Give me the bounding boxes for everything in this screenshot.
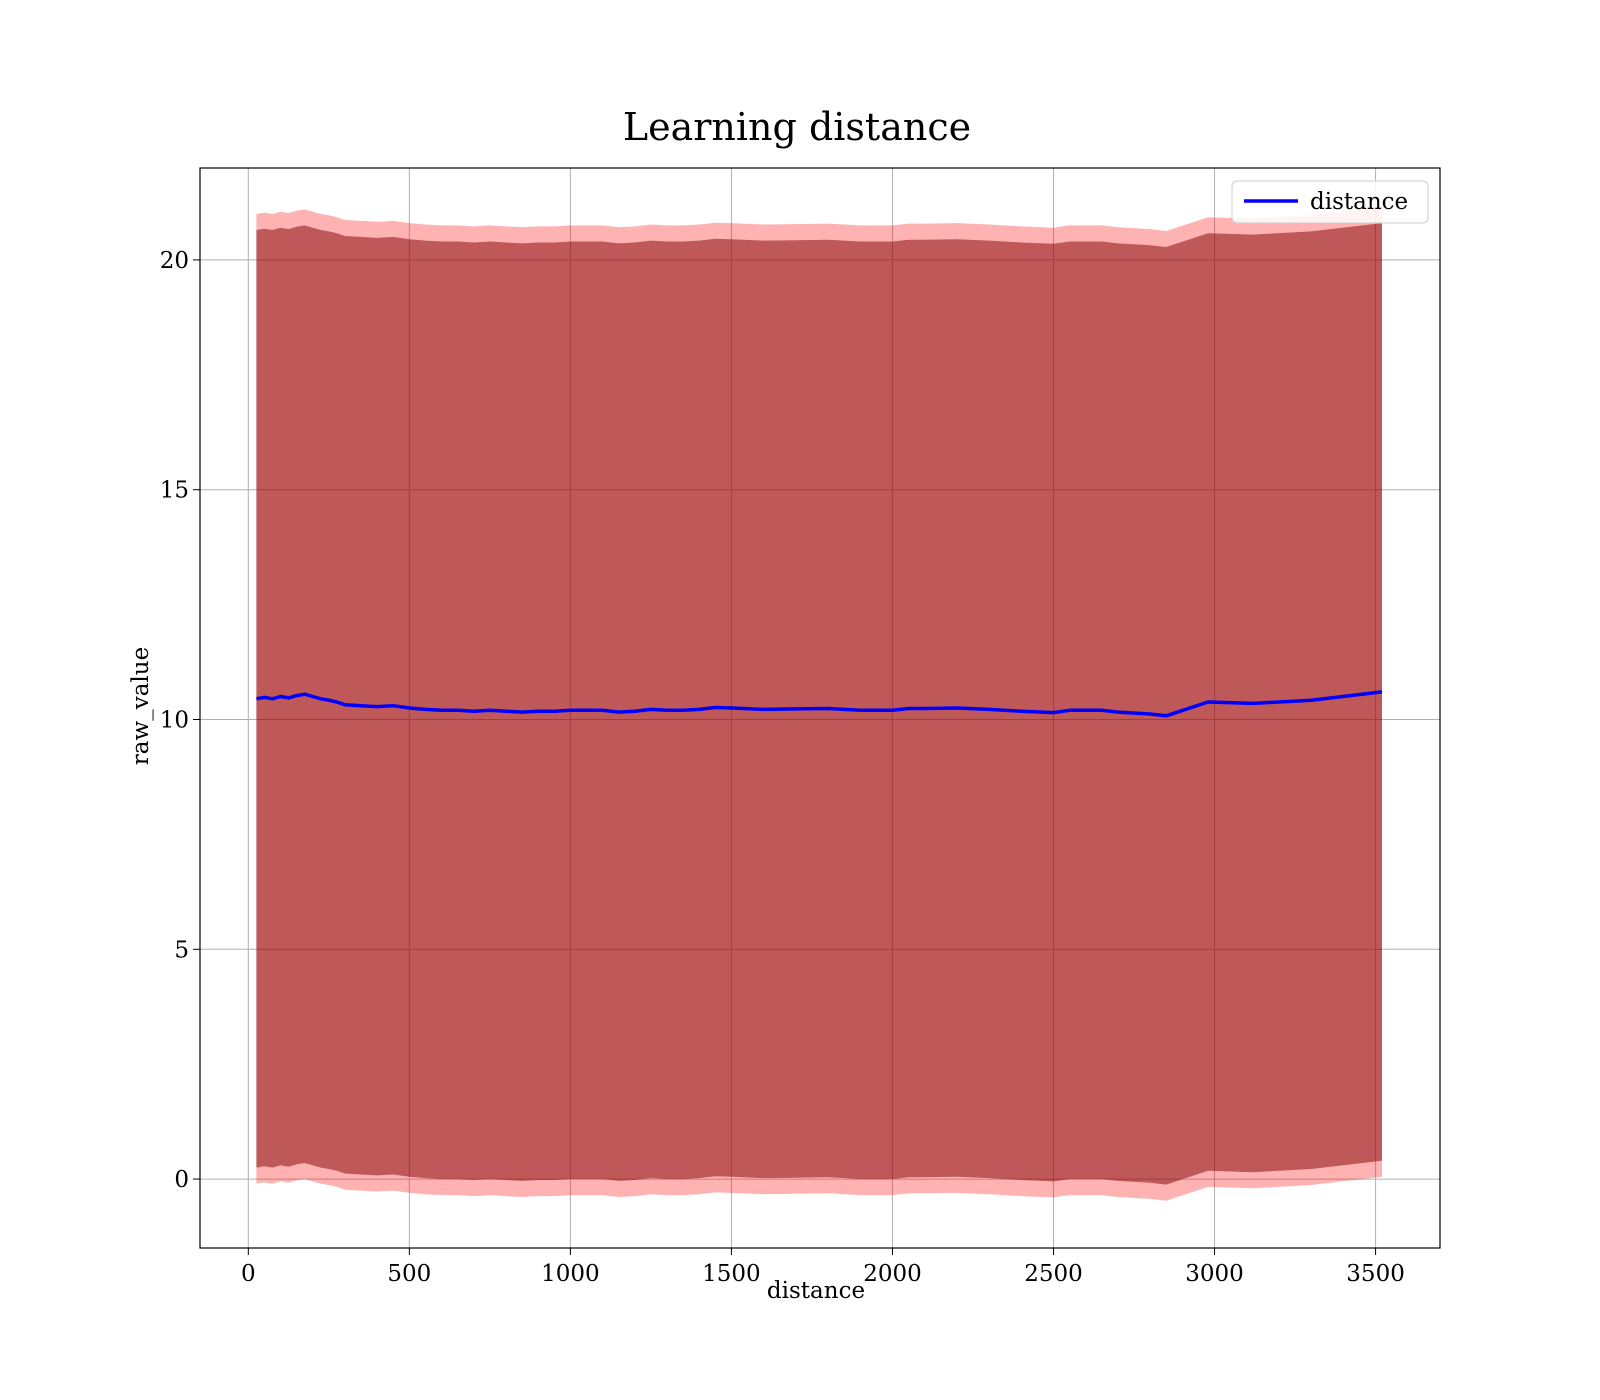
axis-ticks: 0 500 1000 1500 2000 2500 3000 3500 0 5 10 15 20 [160,248,1405,1287]
x-tick-label: 1500 [702,1261,761,1287]
x-tick-label: 3500 [1346,1261,1405,1287]
x-tick-label: 0 [241,1261,256,1287]
series-line-distance [256,690,1383,718]
legend-box [1231,180,1429,224]
x-tick-label: 500 [387,1261,431,1287]
x-tick-label: 2500 [1024,1261,1083,1287]
chart-title: Learning distance [623,105,971,149]
x-tick-label: 3000 [1185,1261,1244,1287]
legend: distance [1231,180,1429,224]
y-tick-label: 10 [160,707,189,733]
y-axis-label: raw_value [128,647,154,765]
plot-frame [199,167,1441,1249]
confidence-bands [256,207,1382,1201]
y-tick-label: 20 [160,248,189,274]
y-tick-label: 5 [174,937,189,963]
inner-band [256,223,1382,1185]
x-tick-label: 1000 [541,1261,600,1287]
y-tick-label: 0 [174,1167,189,1193]
x-tick-label: 2000 [863,1261,922,1287]
legend-label-distance: distance [1310,189,1408,215]
x-axis-label: distance [767,1278,865,1304]
y-tick-label: 15 [160,478,189,504]
series-lines [256,690,1383,718]
